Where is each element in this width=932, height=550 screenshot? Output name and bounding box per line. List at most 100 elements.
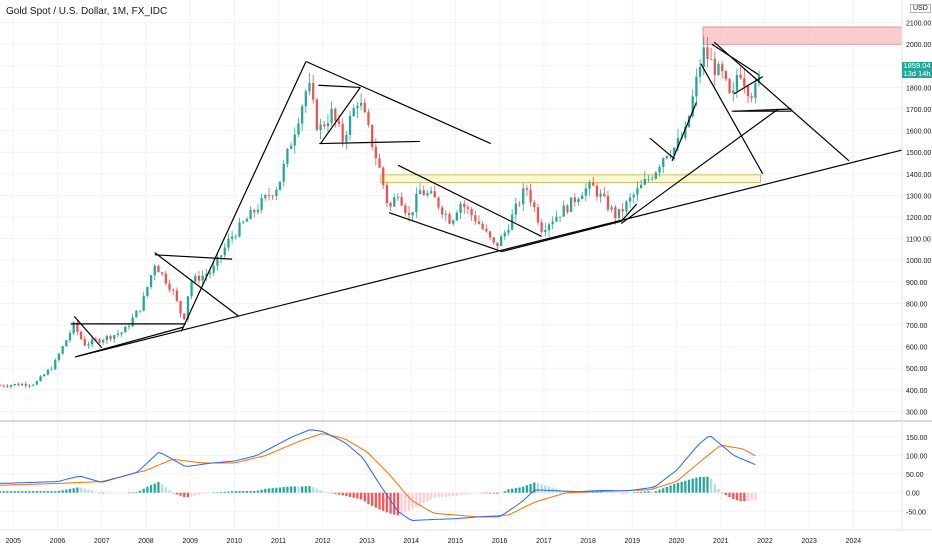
candle-up — [558, 216, 562, 218]
candle-up — [113, 335, 116, 339]
macd-hist-bar — [547, 486, 551, 493]
macd-lines — [0, 429, 756, 522]
macd-hist-bar — [566, 491, 569, 493]
last-price-badge: 1859.04 13d 14h — [902, 62, 932, 78]
trendline — [733, 108, 792, 112]
candle-down — [739, 74, 742, 79]
macd-hist-bar — [146, 486, 149, 493]
macd-hist-bar — [2, 491, 5, 493]
candle-up — [393, 197, 396, 207]
macd-hist-bar — [592, 491, 595, 493]
year-tick-label: 2011 — [271, 538, 286, 545]
macd-hist-bar — [374, 492, 377, 508]
macd-hist-bar — [223, 491, 226, 493]
macd-axis[interactable]: 150.00 100.00 50.00 0.00 -50.00 — [906, 435, 928, 516]
macd-hist-bar — [230, 491, 234, 493]
year-tick-label: 2018 — [580, 538, 596, 545]
macd-hist-bar — [164, 487, 167, 493]
macd-hist-bar — [253, 490, 256, 493]
candle-up — [562, 205, 565, 217]
candle-down — [79, 331, 83, 340]
macd-line — [0, 429, 756, 522]
candle-down — [160, 272, 164, 274]
macd-hist-bar — [695, 477, 698, 493]
candle-down — [621, 209, 624, 212]
price-tick-label: 2100.00 — [906, 21, 931, 28]
macd-hist-bar — [433, 492, 436, 498]
macd-hist-bar — [179, 492, 182, 496]
macd-hist-bar — [341, 492, 344, 496]
candle-down — [728, 79, 731, 93]
macd-hist-bar — [529, 483, 532, 493]
candle-down — [533, 202, 536, 208]
year-tick-label: 2005 — [5, 538, 21, 545]
macd-hist-bar — [326, 492, 330, 493]
macd-hist-bar — [356, 492, 359, 499]
year-tick-label: 2016 — [492, 538, 508, 545]
candle-up — [326, 123, 330, 127]
time-axis[interactable]: 2005 2006 2007 2008 2009 2010 2011 2012 2013 2014… — [5, 538, 861, 545]
candle-up — [547, 224, 551, 230]
macd-hist-bar — [691, 478, 694, 493]
candle-down — [437, 197, 440, 208]
macd-hist-bar — [665, 486, 669, 493]
macd-hist-bar — [271, 488, 274, 493]
macd-histogram — [0, 476, 757, 516]
macd-hist-bar — [304, 486, 307, 493]
macd-hist-bar — [452, 492, 455, 497]
candle-down — [2, 385, 5, 387]
candle-down — [592, 182, 595, 186]
currency-label[interactable]: USD — [910, 4, 931, 13]
candle-up — [429, 191, 433, 194]
candle-down — [183, 313, 186, 320]
price-axis[interactable]: 2100.002000.001900.001800.001700.001600.… — [906, 21, 931, 417]
macd-hist-bar — [599, 491, 602, 493]
macd-hist-bar — [643, 491, 646, 493]
candle-up — [625, 201, 628, 212]
candle-down — [492, 237, 495, 243]
candle-up — [651, 178, 654, 180]
candle-down — [481, 223, 484, 229]
candle-up — [57, 353, 61, 360]
macd-hist-bar — [389, 492, 392, 514]
candle-up — [256, 209, 260, 213]
candle-up — [65, 340, 68, 347]
price-tick-label: 300.00 — [906, 409, 928, 416]
macd-hist-bar — [698, 476, 702, 493]
candle-down — [164, 273, 167, 284]
macd-hist-bar — [50, 491, 53, 493]
macd-hist-bar — [282, 487, 285, 493]
candle-down — [98, 339, 101, 343]
macd-hist-bar — [278, 487, 282, 493]
candle-up — [153, 265, 156, 276]
candle-up — [61, 346, 64, 354]
candle-up — [230, 236, 234, 239]
candle-up — [238, 222, 241, 237]
candle-up — [507, 229, 510, 233]
candle-down — [94, 339, 97, 341]
candle-up — [345, 134, 348, 142]
price-tick-label: 1300.00 — [906, 193, 931, 200]
macd-hist-bar — [289, 486, 293, 493]
candle-up — [54, 359, 57, 370]
macd-hist-bar — [404, 492, 407, 513]
macd-hist-bar — [83, 488, 86, 493]
macd-hist-bar — [426, 492, 429, 502]
candle-down — [197, 275, 201, 281]
candle-down — [400, 197, 403, 206]
macd-hist-bar — [595, 491, 599, 493]
macd-hist-bar — [651, 491, 654, 493]
candle-down — [488, 231, 492, 238]
price-tick-label: 900.00 — [906, 280, 928, 287]
macd-hist-bar — [17, 491, 20, 493]
macd-hist-bar — [533, 482, 536, 493]
candle-down — [371, 124, 374, 147]
candle-up — [242, 221, 245, 223]
candle-down — [363, 102, 366, 113]
candle-up — [544, 229, 547, 233]
candle-up — [194, 275, 197, 282]
candle-down — [0, 385, 2, 387]
macd-hist-bar — [393, 492, 396, 515]
macd-hist-bar — [463, 492, 466, 495]
